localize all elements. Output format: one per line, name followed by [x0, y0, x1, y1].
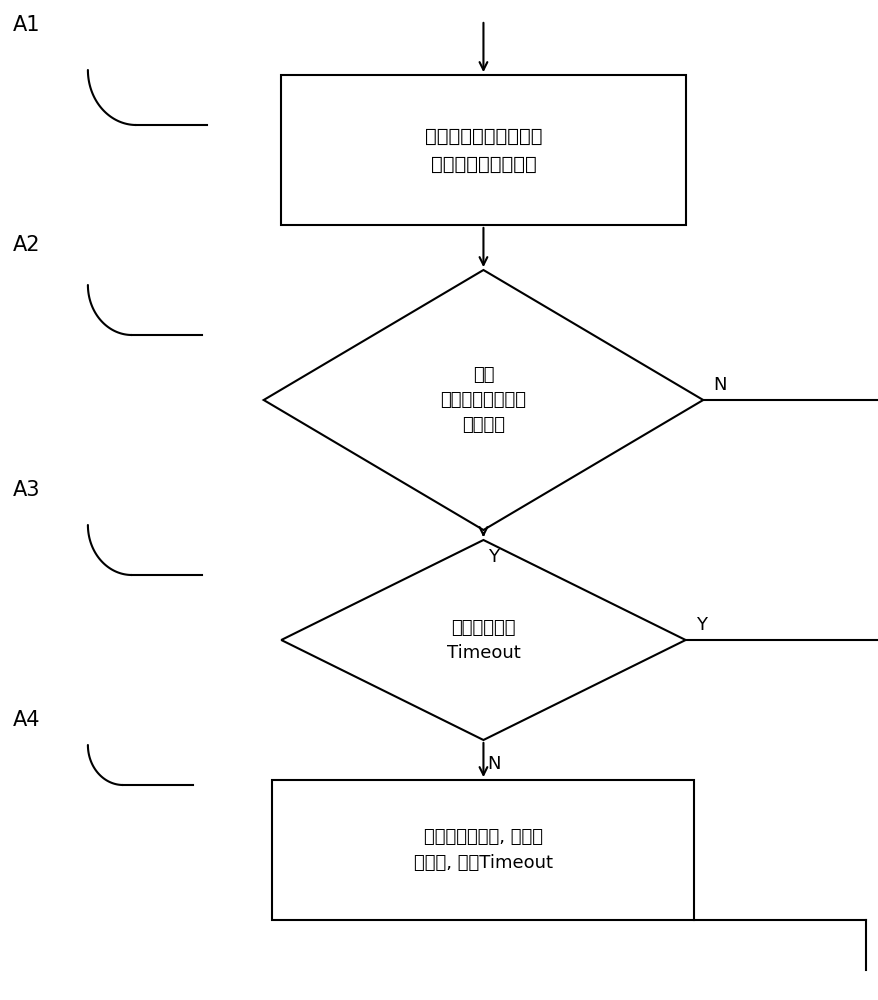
Text: 主控核按顺序依次读取
会话表中的会话节点: 主控核按顺序依次读取 会话表中的会话节点 [424, 126, 542, 174]
Text: N: N [486, 755, 500, 773]
Text: A2: A2 [13, 235, 40, 255]
Bar [281, 75, 685, 225]
Text: 判断
当前会话节点是否
需要老化: 判断 当前会话节点是否 需要老化 [440, 366, 526, 434]
Text: 获取创建转发核, 发送老
化消息, 标记Timeout: 获取创建转发核, 发送老 化消息, 标记Timeout [414, 828, 552, 872]
Bar [272, 780, 694, 920]
Text: Y: Y [488, 548, 499, 566]
Text: 判断是否存在
Timeout: 判断是否存在 Timeout [446, 618, 520, 662]
Polygon shape [263, 270, 702, 530]
Text: A1: A1 [13, 15, 40, 35]
Text: A4: A4 [13, 710, 40, 730]
Text: N: N [713, 376, 726, 394]
Polygon shape [281, 540, 685, 740]
Text: Y: Y [695, 616, 707, 634]
Text: A3: A3 [13, 480, 40, 500]
